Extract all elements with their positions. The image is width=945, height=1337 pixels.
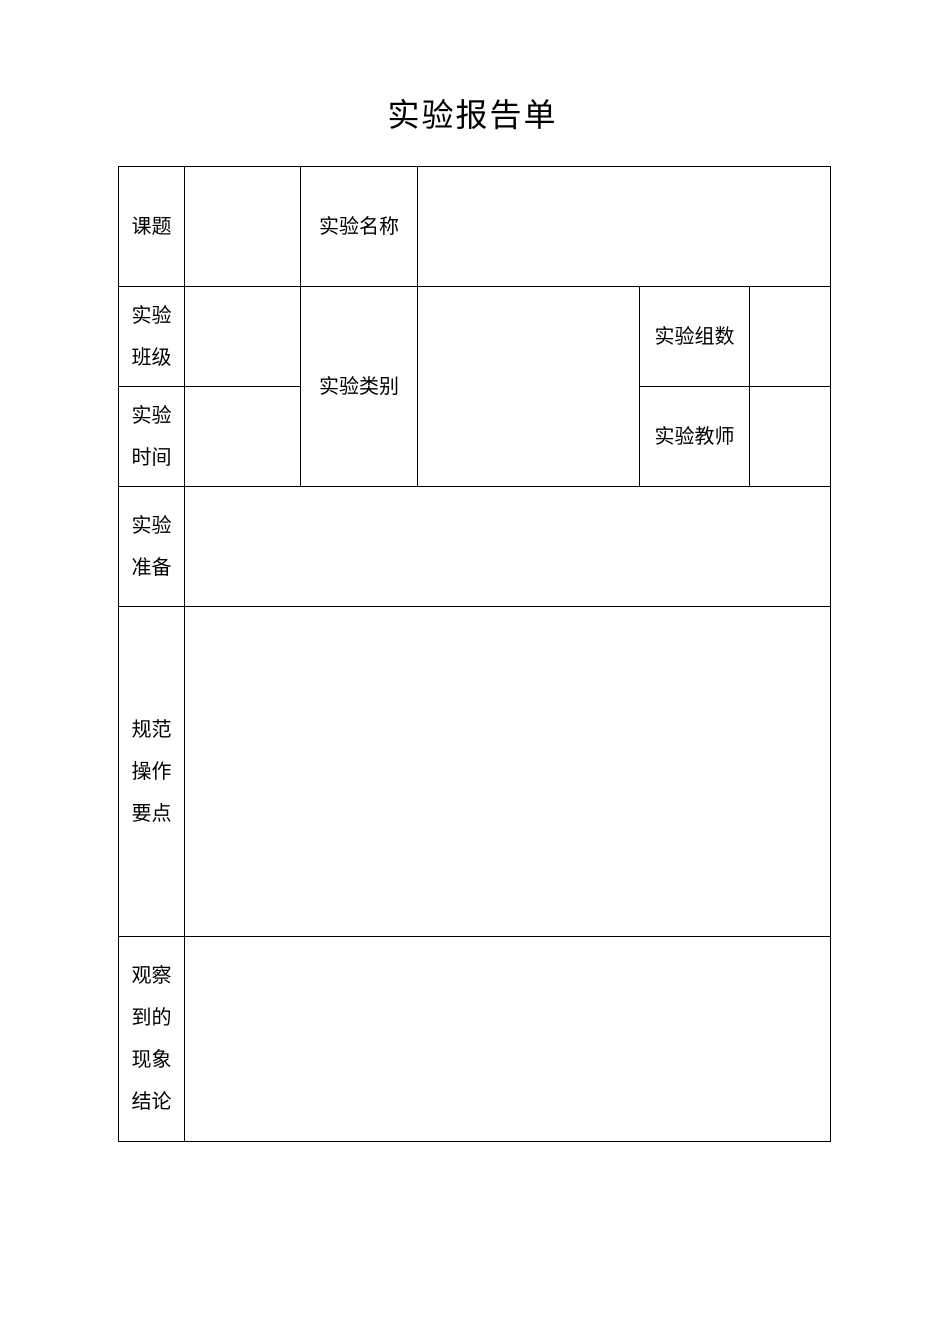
value-teacher (750, 387, 831, 487)
label-class-line2: 班级 (132, 337, 172, 379)
label-group-count: 实验组数 (640, 287, 750, 387)
label-preparation: 实验 准备 (119, 487, 185, 607)
label-category: 实验类别 (301, 287, 418, 487)
label-time-line1: 实验 (132, 395, 172, 437)
value-operation (185, 607, 831, 937)
value-class (185, 287, 301, 387)
label-teacher: 实验教师 (640, 387, 750, 487)
value-preparation (185, 487, 831, 607)
label-class-line1: 实验 (132, 295, 172, 337)
label-operation-line2: 操作 (132, 751, 172, 793)
label-operation-line1: 规范 (132, 709, 172, 751)
label-preparation-line1: 实验 (132, 505, 172, 547)
label-observation-line3: 现象 (132, 1039, 172, 1081)
value-observation (185, 937, 831, 1142)
label-operation-line3: 要点 (132, 793, 172, 835)
value-category (418, 287, 640, 487)
label-experiment-name: 实验名称 (301, 167, 418, 287)
value-topic (185, 167, 301, 287)
label-preparation-line2: 准备 (132, 547, 172, 589)
experiment-report-table: 课题 实验名称 实验 班级 实验类别 实验组数 实验 时间 实验教师 (118, 166, 831, 1142)
label-observation-line1: 观察 (132, 955, 172, 997)
label-class: 实验 班级 (119, 287, 185, 387)
label-observation-line2: 到的 (132, 997, 172, 1039)
label-topic: 课题 (119, 167, 185, 287)
label-observation: 观察 到的 现象 结论 (119, 937, 185, 1142)
label-operation: 规范 操作 要点 (119, 607, 185, 937)
label-observation-line4: 结论 (132, 1081, 172, 1123)
value-experiment-name (418, 167, 831, 287)
value-group-count (750, 287, 831, 387)
label-time: 实验 时间 (119, 387, 185, 487)
label-time-line2: 时间 (132, 437, 172, 479)
value-time (185, 387, 301, 487)
page-title: 实验报告单 (0, 0, 945, 166)
